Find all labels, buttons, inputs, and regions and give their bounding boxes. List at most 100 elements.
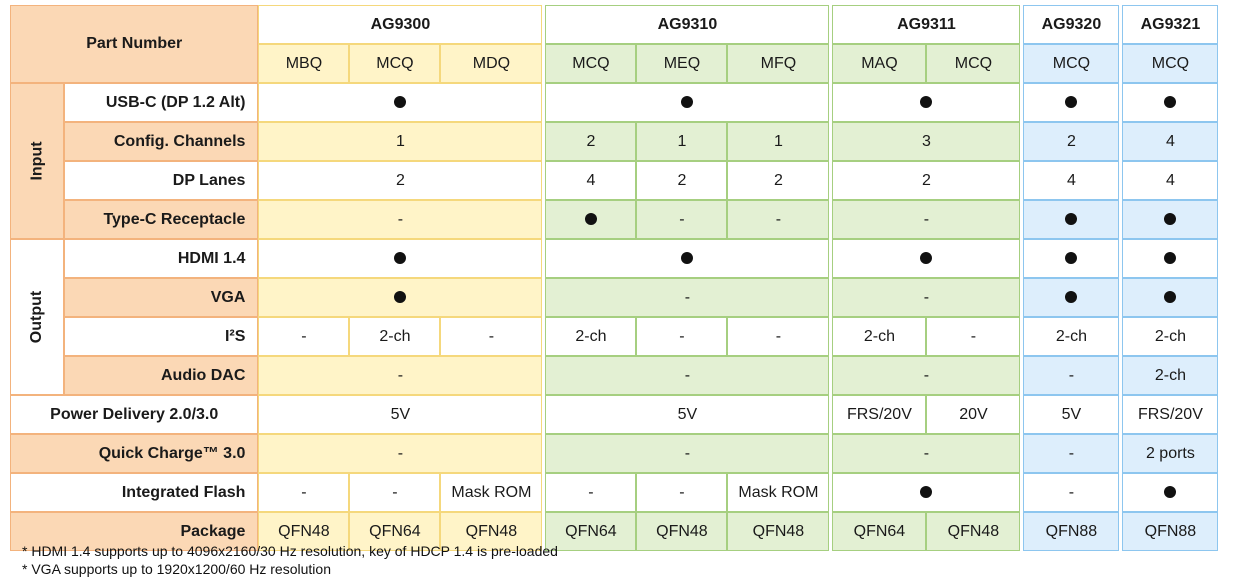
part-comparison-table: Part Number AG9300 AG9310 AG9311 AG9320 … bbox=[10, 5, 1219, 551]
cell-value: 4 bbox=[1122, 122, 1219, 161]
cell-value: 5V bbox=[258, 395, 543, 434]
cell-value: - bbox=[727, 317, 830, 356]
cell-value: QFN48 bbox=[636, 512, 728, 551]
cell-value: - bbox=[258, 434, 543, 473]
cell-value: 1 bbox=[258, 122, 543, 161]
cell-value: 2-ch bbox=[1023, 317, 1120, 356]
chip-ag9310-header: AG9310 bbox=[545, 5, 830, 44]
row-label: Audio DAC bbox=[64, 356, 259, 395]
supported-dot-icon bbox=[1164, 252, 1177, 265]
cell-value: QFN88 bbox=[1023, 512, 1120, 551]
cell-value: - bbox=[832, 278, 1021, 317]
cell-value: - bbox=[1023, 356, 1120, 395]
variant-cell: MCQ bbox=[1122, 44, 1219, 83]
cell-value: - bbox=[636, 317, 728, 356]
variant-cell: MFQ bbox=[727, 44, 830, 83]
row-label: HDMI 1.4 bbox=[64, 239, 259, 278]
supported-dot-icon bbox=[920, 96, 933, 109]
chip-ag9320-header: AG9320 bbox=[1023, 5, 1120, 44]
cell-value: 2-ch bbox=[349, 317, 441, 356]
supported-dot-icon bbox=[1164, 486, 1177, 499]
chip-ag9300-header: AG9300 bbox=[258, 5, 543, 44]
cell-value: 2-ch bbox=[545, 317, 637, 356]
variant-cell: MCQ bbox=[926, 44, 1021, 83]
footnote-hdmi: * HDMI 1.4 supports up to 4096x2160/30 H… bbox=[22, 543, 558, 559]
footnote-vga: * VGA supports up to 1920x1200/60 Hz res… bbox=[22, 561, 331, 577]
cell-value: 2 bbox=[1023, 122, 1120, 161]
supported-dot-icon bbox=[1164, 213, 1177, 226]
supported-dot-icon bbox=[1065, 291, 1078, 304]
supported-dot-icon bbox=[920, 486, 933, 499]
cell-value: 2-ch bbox=[1122, 317, 1219, 356]
cell-value: QFN64 bbox=[832, 512, 927, 551]
supported-dot-icon bbox=[584, 213, 597, 226]
row-label: I²S bbox=[64, 317, 259, 356]
cell-value: 1 bbox=[636, 122, 728, 161]
cell-value: - bbox=[832, 434, 1021, 473]
cell-value: - bbox=[349, 473, 441, 512]
cell-value: 3 bbox=[832, 122, 1021, 161]
cell-value: FRS/20V bbox=[832, 395, 927, 434]
variant-cell: MBQ bbox=[258, 44, 350, 83]
row-power-delivery: Power Delivery 2.0/3.0 5V 5V FRS/20V 20V… bbox=[10, 395, 1219, 434]
cell-value: 2 ports bbox=[1122, 434, 1219, 473]
row-integrated-flash: Integrated Flash - - Mask ROM - - Mask R… bbox=[10, 473, 1219, 512]
cell-value: - bbox=[440, 317, 543, 356]
cell-value: QFN48 bbox=[727, 512, 830, 551]
variant-cell: MAQ bbox=[832, 44, 927, 83]
cell-value: Mask ROM bbox=[727, 473, 830, 512]
supported-dot-icon bbox=[1065, 213, 1078, 226]
row-config-channels: Config. Channels 1 2 1 1 3 2 4 bbox=[10, 122, 1219, 161]
cell-value: Mask ROM bbox=[440, 473, 543, 512]
cell-value: 5V bbox=[545, 395, 830, 434]
supported-dot-icon bbox=[681, 252, 694, 265]
cell-value: 5V bbox=[1023, 395, 1120, 434]
cell-value: 20V bbox=[926, 395, 1021, 434]
supported-dot-icon bbox=[1164, 96, 1177, 109]
cell-value: - bbox=[636, 200, 728, 239]
variant-cell: MCQ bbox=[349, 44, 441, 83]
cell-value: 1 bbox=[727, 122, 830, 161]
row-label: Config. Channels bbox=[64, 122, 259, 161]
cell-value: QFN88 bbox=[1122, 512, 1219, 551]
row-usbc: Input USB-C (DP 1.2 Alt) bbox=[10, 83, 1219, 239]
part-number-header: Part Number bbox=[10, 5, 259, 83]
cell-value: QFN64 bbox=[545, 512, 637, 551]
cell-value: 2-ch bbox=[832, 317, 927, 356]
row-i2s: I²S - 2-ch - 2-ch - - 2-ch - 2-ch 2-ch bbox=[10, 317, 1219, 356]
variant-cell: MEQ bbox=[636, 44, 728, 83]
row-dp-lanes: DP Lanes 2 4 2 2 2 4 4 bbox=[10, 161, 1219, 200]
row-label: USB-C (DP 1.2 Alt) bbox=[64, 83, 259, 122]
cell-value: - bbox=[832, 200, 1021, 239]
variant-cell: MDQ bbox=[440, 44, 543, 83]
cell-value: 2 bbox=[832, 161, 1021, 200]
row-label: DP Lanes bbox=[64, 161, 259, 200]
supported-dot-icon bbox=[1164, 291, 1177, 304]
cell-value: 2 bbox=[727, 161, 830, 200]
row-label: Power Delivery 2.0/3.0 bbox=[10, 395, 259, 434]
supported-dot-icon bbox=[920, 252, 933, 265]
cell-value: 4 bbox=[545, 161, 637, 200]
cell-value: 2 bbox=[636, 161, 728, 200]
row-vga: VGA - - bbox=[10, 278, 1219, 317]
chip-ag9321-header: AG9321 bbox=[1122, 5, 1219, 44]
cell-value: - bbox=[545, 434, 830, 473]
group-input-label: Input bbox=[10, 83, 65, 239]
cell-value: - bbox=[545, 473, 637, 512]
cell-value: 2 bbox=[258, 161, 543, 200]
cell-value: 2 bbox=[545, 122, 637, 161]
row-audio-dac: Audio DAC - - - - 2-ch bbox=[10, 356, 1219, 395]
cell-value: - bbox=[636, 473, 728, 512]
footnotes: * HDMI 1.4 supports up to 4096x2160/30 H… bbox=[22, 542, 558, 578]
cell-value: - bbox=[727, 200, 830, 239]
row-label: Integrated Flash bbox=[10, 473, 259, 512]
cell-value: - bbox=[832, 356, 1021, 395]
cell-value: - bbox=[1023, 473, 1120, 512]
cell-value: - bbox=[926, 317, 1021, 356]
supported-dot-icon bbox=[394, 291, 407, 304]
supported-dot-icon bbox=[1065, 252, 1078, 265]
row-typec-receptacle: Type-C Receptacle - - - - bbox=[10, 200, 1219, 239]
supported-dot-icon bbox=[394, 96, 407, 109]
chip-ag9311-header: AG9311 bbox=[832, 5, 1021, 44]
row-label: Quick Charge™ 3.0 bbox=[10, 434, 259, 473]
